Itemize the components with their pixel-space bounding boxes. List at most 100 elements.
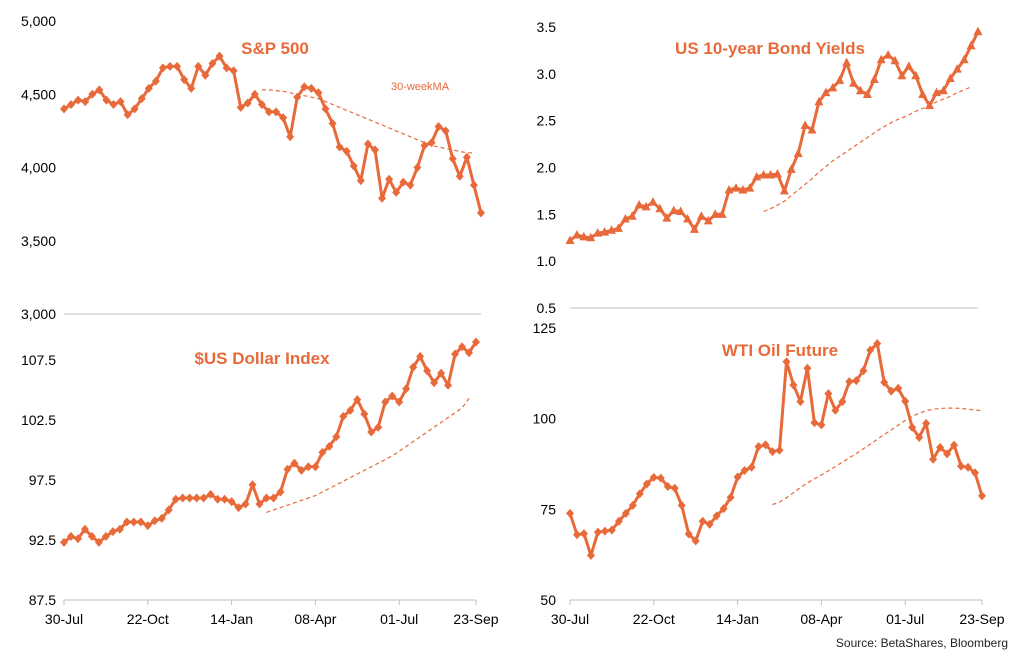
data-point [648, 197, 658, 206]
data-point [171, 494, 180, 504]
wti-oil-chart: 50 75 100 125 30-Jul 22-Oct 14-Jan 08-Apr 01-Jul… [533, 320, 1005, 627]
data-point [869, 74, 879, 83]
data-point [717, 209, 727, 218]
data-point [430, 378, 439, 388]
data-point [434, 121, 443, 131]
data-point [779, 185, 789, 195]
data-point [859, 366, 868, 376]
data-point [866, 345, 875, 355]
data-point [109, 100, 118, 110]
data-point [579, 529, 588, 539]
data-point [395, 397, 404, 407]
data-point [346, 405, 355, 415]
data-point [929, 454, 938, 464]
y-tick-label: 4,000 [21, 160, 56, 176]
data-point [187, 83, 196, 93]
data-point [101, 531, 110, 541]
data-point [178, 493, 187, 503]
data-point [60, 104, 68, 114]
data-point [427, 138, 436, 148]
data-point [887, 386, 896, 396]
data-point [208, 58, 217, 68]
sp500-chart: 3,000 3,500 4,000 4,500 5,000 S&P 500 30-weekM… [21, 13, 485, 322]
data-point [768, 447, 777, 457]
data-point [772, 169, 782, 178]
data-point [269, 493, 278, 503]
data-point [213, 494, 222, 504]
data-point [655, 203, 665, 213]
data-point [627, 211, 637, 220]
data-point [116, 97, 125, 107]
data-point [824, 389, 833, 399]
data-point [915, 433, 924, 443]
data-point [173, 61, 182, 71]
data-point [342, 146, 351, 156]
data-point [775, 445, 784, 455]
data-point [904, 61, 914, 70]
data-point [719, 504, 728, 514]
data-point [332, 432, 341, 442]
y-tick-label: 2.0 [537, 160, 557, 176]
data-point [123, 110, 132, 120]
x-tick-label: 01-Jul [886, 611, 924, 627]
data-point [215, 51, 224, 61]
data-point [607, 525, 616, 535]
data-point [938, 85, 948, 95]
data-point [606, 225, 616, 234]
data-point [192, 493, 201, 503]
series-line [63, 341, 478, 544]
data-point [936, 442, 945, 452]
y-tick-label: 3.5 [537, 19, 557, 35]
x-tick-label: 22-Oct [633, 611, 675, 627]
data-point [782, 357, 791, 367]
y-tick-label: 3,500 [21, 233, 56, 249]
data-point [565, 235, 575, 245]
data-point [81, 97, 90, 107]
data-point [817, 420, 826, 430]
data-point [290, 458, 299, 468]
data-point [831, 405, 840, 415]
data-point [227, 497, 236, 507]
data-point [250, 89, 259, 99]
data-point [738, 184, 748, 194]
y-tick-label: 102.5 [21, 412, 56, 428]
data-point [356, 176, 365, 186]
data-point [279, 113, 288, 123]
data-point [964, 462, 973, 472]
data-point [378, 193, 387, 203]
data-point [297, 465, 306, 475]
data-point [842, 57, 852, 67]
data-point [95, 85, 104, 95]
moving-average-line [772, 407, 983, 506]
data-point [144, 83, 153, 93]
data-point [691, 536, 700, 546]
data-point [180, 75, 189, 85]
data-point [115, 524, 124, 534]
data-point [455, 171, 464, 181]
data-point [890, 55, 900, 65]
data-point [761, 440, 770, 450]
data-point [932, 87, 942, 97]
data-point [73, 534, 82, 544]
data-point [102, 95, 111, 105]
data-point [108, 527, 117, 537]
data-point [241, 499, 250, 509]
data-point [796, 397, 805, 407]
data-point [821, 87, 831, 97]
y-tick-label: 75 [540, 501, 556, 517]
series-line [569, 31, 980, 242]
data-point [248, 480, 257, 490]
data-point [845, 377, 854, 387]
x-tick-label: 22-Oct [127, 611, 169, 627]
data-point [745, 183, 755, 192]
data-point [94, 537, 103, 547]
data-point [353, 395, 362, 405]
y-tick-label: 97.5 [29, 472, 56, 488]
data-point [566, 508, 574, 518]
y-tick-label: 3,000 [21, 306, 56, 322]
data-point [236, 102, 245, 112]
data-point [649, 472, 658, 482]
data-point [670, 483, 679, 493]
data-point [943, 449, 952, 459]
data-point [641, 201, 651, 211]
